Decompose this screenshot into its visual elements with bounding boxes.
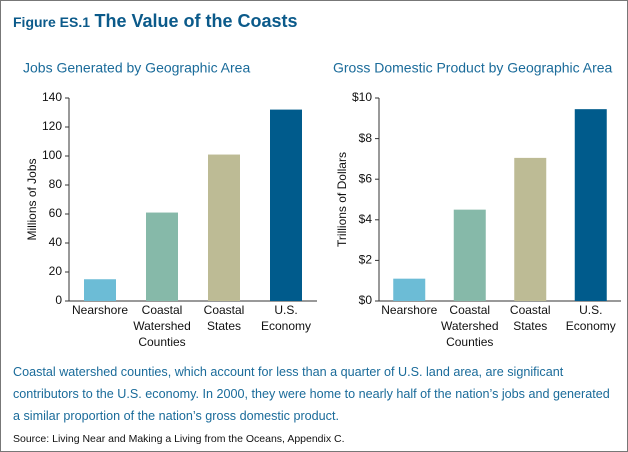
y-tick-label: 80 bbox=[49, 177, 63, 191]
bar bbox=[84, 279, 116, 301]
y-tick-label: 20 bbox=[49, 264, 63, 278]
x-tick-label: Coastal Watershed Counties bbox=[133, 303, 191, 349]
x-tick-label: Coastal States bbox=[204, 303, 245, 333]
caption: Coastal watershed counties, which accoun… bbox=[13, 365, 610, 423]
y-tick-label: 40 bbox=[49, 235, 63, 249]
y-tick-label: 100 bbox=[42, 148, 62, 162]
bar bbox=[208, 154, 240, 301]
y-tick-label: 0 bbox=[55, 293, 62, 307]
y-tick-label: 60 bbox=[49, 206, 63, 220]
x-tick-label: Nearshore bbox=[72, 303, 128, 317]
y-axis-label: Trillions of Dollars bbox=[335, 152, 349, 247]
x-tick-label: Coastal Watershed Counties bbox=[441, 303, 499, 349]
bar bbox=[146, 212, 178, 301]
y-tick-label: $8 bbox=[359, 131, 373, 145]
source: Source: Living Near and Making a Living … bbox=[13, 433, 345, 445]
y-tick-label: 140 bbox=[42, 90, 62, 104]
y-tick-label: $10 bbox=[352, 90, 372, 104]
bar bbox=[574, 109, 607, 301]
y-tick-label: 120 bbox=[42, 119, 62, 133]
x-tick-label: U.S. Economy bbox=[566, 303, 616, 333]
bar bbox=[270, 109, 302, 301]
y-tick-label: $2 bbox=[359, 253, 373, 267]
figure-heading: The Value of the Coasts bbox=[94, 11, 298, 31]
y-tick-label: $4 bbox=[359, 212, 373, 226]
chart-title: Jobs Generated by Geographic Area bbox=[23, 60, 250, 76]
figure-title: Figure ES.1 The Value of the Coasts bbox=[13, 11, 298, 32]
y-tick-label: $0 bbox=[359, 293, 373, 307]
x-tick-label: Nearshore bbox=[381, 303, 437, 317]
bar bbox=[514, 157, 547, 301]
chart-title: Gross Domestic Product by Geographic Are… bbox=[333, 60, 613, 76]
figure-label: Figure ES.1 bbox=[13, 14, 91, 30]
y-axis-label: Millions of Jobs bbox=[25, 158, 39, 240]
y-tick-label: $6 bbox=[359, 171, 373, 185]
charts: Jobs Generated by Geographic Area Million… bbox=[23, 60, 621, 349]
bar bbox=[453, 209, 486, 301]
x-tick-label: U.S. Economy bbox=[261, 303, 311, 333]
x-tick-label: Coastal States bbox=[510, 303, 551, 333]
bar bbox=[393, 278, 426, 301]
